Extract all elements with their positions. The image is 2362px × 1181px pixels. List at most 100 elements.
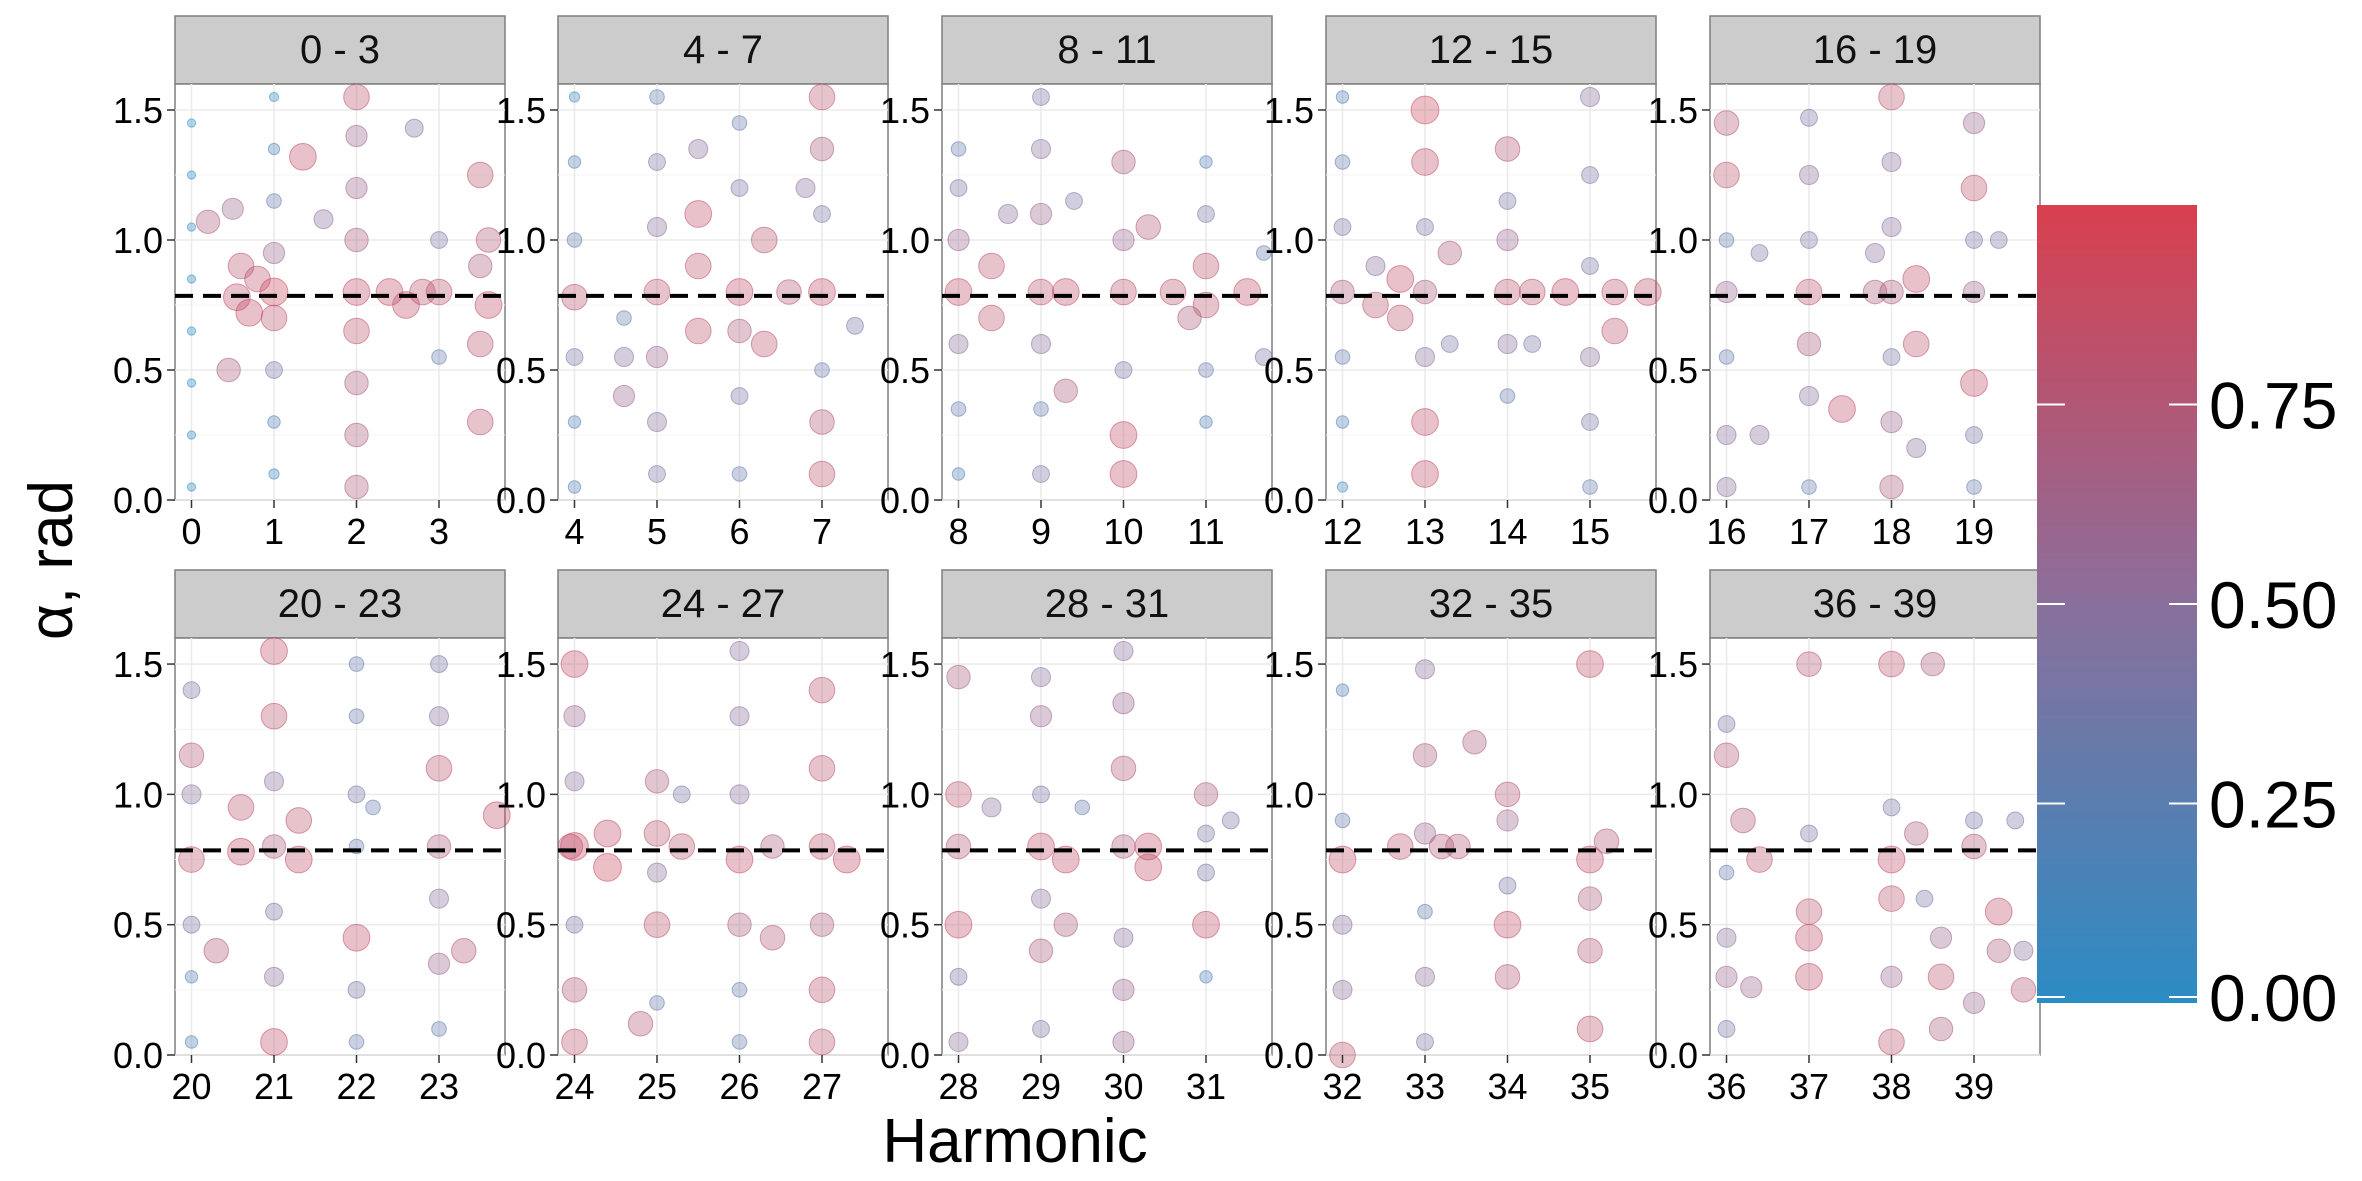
scatter-point (1255, 245, 1272, 261)
y-tick-label: 1.5 (496, 644, 546, 685)
scatter-point (1031, 139, 1051, 159)
scatter-point (1462, 730, 1487, 755)
scatter-point (668, 833, 696, 860)
scatter-point (227, 794, 255, 821)
scatter-point (1031, 334, 1051, 354)
scatter-point (1915, 889, 1934, 908)
x-tick-label: 14 (1487, 511, 1527, 552)
scatter-point (261, 834, 287, 859)
scatter-point (344, 227, 369, 253)
scatter-point (289, 142, 317, 171)
scatter-point (647, 862, 667, 883)
scatter-point (1986, 938, 2011, 963)
scatter-point (284, 845, 313, 874)
scatter-point (1033, 401, 1049, 417)
scatter-point (267, 415, 281, 429)
scatter-point (186, 326, 197, 336)
scatter-point (1576, 650, 1604, 678)
scatter-point (731, 466, 748, 482)
scatter-point (795, 178, 816, 198)
scatter-point (1961, 833, 1987, 860)
scatter-point (2010, 977, 2037, 1003)
scatter-point (1713, 161, 1740, 189)
scatter-point (1415, 966, 1435, 987)
scatter-point (265, 902, 283, 921)
scatter-point (560, 832, 589, 861)
facet-panel: 8 - 11 0.0 0.5 1.0 1.5 8 9 10 11 (880, 15, 1273, 552)
scatter-point (1796, 331, 1822, 357)
colorbar-tick-label: 0.50 (2209, 568, 2337, 642)
scatter-point (1633, 278, 1662, 306)
scatter-point (1159, 278, 1187, 306)
facet-plot-area (174, 637, 506, 1056)
scatter-point (482, 801, 511, 830)
scatter-point (1074, 799, 1091, 816)
scatter-point (1828, 395, 1856, 423)
scatter-point (688, 139, 709, 159)
y-tick-label: 1.0 (1648, 774, 1698, 815)
scatter-point (978, 304, 1005, 332)
scatter-point (425, 278, 453, 306)
scatter-point (1197, 863, 1215, 882)
scatter-point (564, 771, 585, 792)
scatter-point (429, 888, 449, 909)
y-tick-label: 1.0 (1648, 220, 1698, 261)
facet-strip-label: 4 - 7 (683, 28, 763, 72)
x-tick-label: 36 (1706, 1066, 1746, 1107)
scatter-point (1576, 845, 1604, 874)
scatter-point (809, 136, 835, 162)
scatter-point (949, 967, 968, 986)
scatter-point (186, 430, 197, 440)
facet-plot-area (1325, 83, 1657, 501)
colorbar-tick-label: 0.00 (2209, 961, 2337, 1035)
facet-panel: 20 - 23 0.0 0.5 1.0 1.5 20 21 22 23 (113, 569, 511, 1107)
y-tick-label: 1.5 (880, 644, 930, 685)
scatter-point (813, 205, 831, 223)
scatter-point (313, 209, 334, 230)
scatter-point (347, 785, 366, 804)
scatter-point (1334, 154, 1351, 170)
colorbar-tick-label: 0.75 (2209, 369, 2337, 443)
y-tick-label: 0.5 (1648, 905, 1698, 946)
scatter-point (266, 193, 282, 209)
scatter-point (1328, 845, 1357, 874)
scatter-point (425, 755, 453, 782)
scatter-point (832, 845, 861, 874)
scatter-point (672, 785, 691, 804)
scatter-point (1134, 832, 1163, 861)
facet-plot-area (1325, 637, 1657, 1056)
scatter-point (1031, 888, 1051, 909)
x-tick-label: 16 (1706, 511, 1746, 552)
scatter-point (195, 209, 221, 235)
scatter-point (947, 228, 970, 252)
scatter-point (268, 468, 280, 480)
scatter-point (846, 316, 864, 335)
scatter-point (227, 252, 255, 280)
scatter-point (1254, 348, 1273, 366)
colorbar: 0.00 0.25 0.50 0.75 (2037, 205, 2337, 1035)
scatter-point (567, 415, 582, 429)
x-tick-label: 37 (1789, 1066, 1829, 1107)
scatter-point (1365, 256, 1386, 276)
scatter-point (181, 784, 202, 805)
scatter-point (1437, 240, 1462, 266)
scatter-point (1065, 192, 1083, 210)
y-tick-label: 1.5 (880, 90, 930, 131)
scatter-point (560, 650, 589, 678)
scatter-point (1496, 228, 1519, 252)
scatter-point (1984, 897, 2013, 926)
x-tick-label: 27 (802, 1066, 842, 1107)
scatter-point (285, 807, 313, 834)
scatter-point (1965, 231, 1983, 249)
scatter-point (1032, 88, 1050, 106)
scatter-point (1601, 278, 1629, 306)
scatter-point (1717, 1020, 1736, 1038)
scatter-point (1882, 798, 1901, 817)
scatter-point (1110, 755, 1137, 782)
x-tick-label: 29 (1021, 1066, 1061, 1107)
scatter-point (2006, 811, 2025, 830)
scatter-point (1113, 927, 1134, 948)
scatter-point (1494, 136, 1521, 162)
scatter-point (808, 460, 836, 488)
scatter-point (1027, 278, 1055, 306)
